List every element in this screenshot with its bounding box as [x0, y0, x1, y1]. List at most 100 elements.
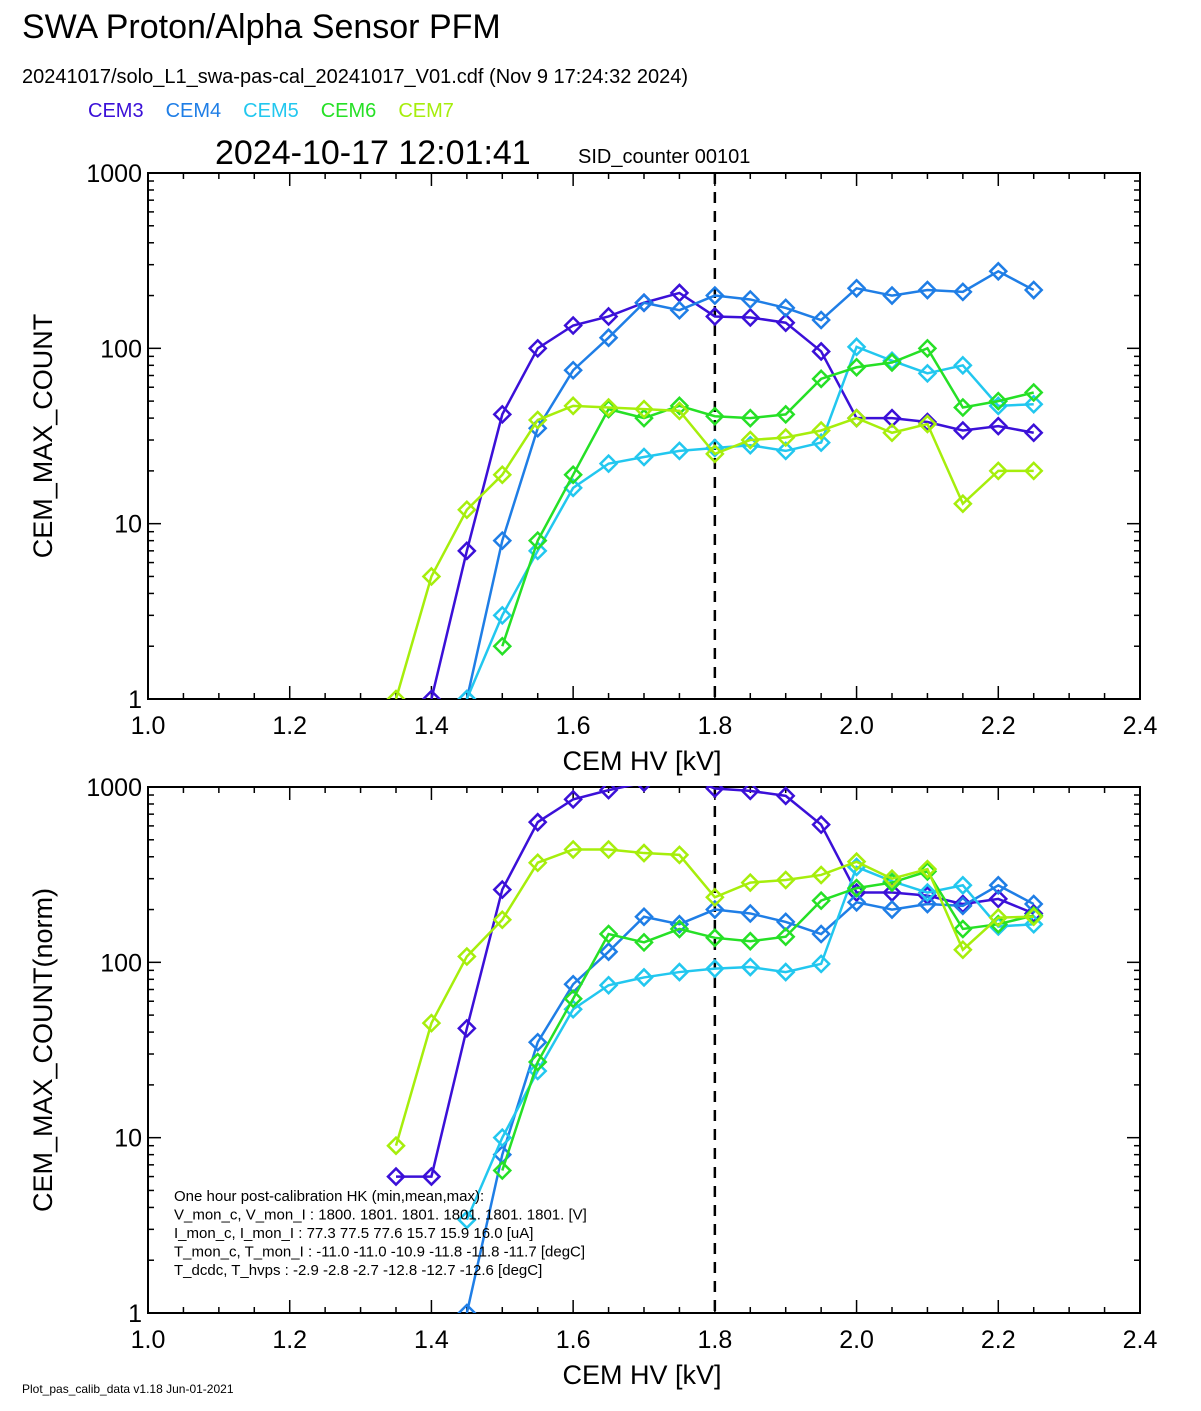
data-point-cem7: [421, 1013, 442, 1033]
data-point-cem7: [1023, 906, 1044, 927]
data-point-cem5: [527, 1061, 548, 1081]
data-point-cem4: [457, 1303, 477, 1313]
data-point-cem6: [492, 1160, 513, 1181]
y-tick-label: 10: [114, 1125, 142, 1153]
data-point-cem6: [634, 408, 654, 428]
data-point-cem5: [669, 441, 690, 461]
hk-line: One hour post-calibration HK (min,mean,m…: [174, 1188, 484, 1205]
data-point-cem5: [634, 447, 654, 467]
hk-line: T_dcdc, T_hvps : -2.9 -2.8 -2.7 -12.8 -1…: [174, 1262, 542, 1279]
legend-item-cem5: CEM5: [243, 100, 299, 122]
data-point-cem7: [917, 414, 938, 434]
legend-item-cem4: CEM4: [165, 100, 222, 122]
data-point-cem5: [527, 541, 548, 561]
data-point-cem5: [1023, 914, 1044, 934]
data-point-cem5: [882, 350, 902, 371]
x-axis-label: CEM HV [kV]: [562, 746, 721, 776]
y-tick-label: 10: [114, 511, 142, 539]
data-point-cem6: [988, 391, 1009, 411]
hk-line: T_mon_c, T_mon_I : -11.0 -11.0 -10.9 -11…: [174, 1244, 585, 1261]
legend-item-cem6: CEM6: [320, 100, 377, 122]
data-point-cem7: [917, 859, 938, 879]
x-tick-label: 1.0: [131, 712, 166, 740]
data-point-cem7: [1023, 461, 1044, 481]
data-point-cem4: [917, 894, 938, 914]
data-point-cem7: [386, 1135, 406, 1156]
data-point-cem7: [988, 461, 1009, 481]
x-tick-label: 1.2: [272, 1326, 307, 1354]
data-point-cem7: [669, 845, 690, 865]
data-point-cem4: [634, 906, 654, 927]
data-point-cem4: [598, 327, 619, 348]
x-tick-label: 1.4: [414, 1326, 449, 1354]
data-point-cem7: [634, 843, 654, 863]
data-point-cem6: [563, 465, 583, 485]
data-point-cem7: [492, 909, 513, 930]
data-point-cem5: [705, 958, 725, 979]
data-point-cem4: [953, 896, 973, 916]
data-point-cem5: [811, 954, 831, 974]
data-point-cem7: [705, 444, 725, 464]
data-point-cem6: [740, 408, 761, 428]
data-point-cem4: [705, 285, 725, 306]
data-point-cem5: [634, 967, 654, 988]
data-point-cem6: [953, 919, 973, 939]
data-point-cem7: [527, 410, 548, 430]
data-point-cem5: [775, 962, 796, 982]
data-point-cem5: [846, 337, 867, 357]
data-point-cem6: [917, 861, 938, 882]
data-point-cem5: [705, 438, 725, 458]
data-point-cem3: [1023, 422, 1044, 443]
data-point-cem4: [598, 941, 619, 962]
y-tick-label: 1: [128, 1300, 142, 1328]
data-point-cem3: [598, 786, 619, 800]
x-tick-label: 1.8: [697, 712, 732, 740]
data-point-cem3: [705, 786, 725, 799]
data-point-cem6: [669, 919, 690, 939]
data-point-cem4: [705, 899, 725, 920]
legend-item-cem7: CEM7: [398, 100, 454, 122]
data-point-cem3: [492, 404, 513, 425]
data-point-cem6: [846, 357, 867, 378]
data-point-cem3: [775, 786, 796, 806]
data-point-cem3: [457, 1018, 477, 1039]
data-point-cem6: [811, 890, 831, 911]
data-point-cem3: [917, 412, 938, 432]
data-point-cem5: [598, 453, 619, 474]
data-point-cem4: [740, 289, 761, 310]
data-point-cem7: [563, 839, 583, 860]
data-point-cem7: [775, 427, 796, 448]
hk-line: V_mon_c, V_mon_I : 1800. 1801. 1801. 180…: [174, 1207, 587, 1224]
x-tick-label: 2.0: [839, 712, 874, 740]
data-point-cem3: [775, 312, 796, 333]
y-tick-label: 1000: [86, 774, 142, 802]
data-point-cem4: [740, 903, 761, 924]
series-line-cem5: [465, 345, 1034, 699]
data-point-cem6: [953, 397, 973, 418]
data-point-cem4: [882, 285, 902, 306]
data-point-cem7: [811, 420, 831, 441]
y-axis-label: CEM_MAX_COUNT: [28, 314, 58, 559]
data-point-cem6: [917, 338, 938, 359]
data-point-cem6: [775, 404, 796, 425]
y-axis-label: CEM_MAX_COUNT(norm): [28, 888, 58, 1212]
series-line-cem7: [394, 848, 1034, 1147]
data-point-cem3: [527, 338, 548, 359]
data-point-cem7: [988, 907, 1009, 928]
data-point-cem7: [527, 852, 548, 873]
legend-item-cem3: CEM3: [88, 100, 144, 122]
data-point-cem5: [740, 957, 761, 977]
x-tick-label: 1.2: [272, 712, 307, 740]
data-point-cem6: [846, 878, 867, 898]
series-line-cem4: [465, 269, 1035, 699]
data-point-cem3: [811, 814, 831, 835]
data-point-cem3: [740, 307, 761, 328]
data-point-cem5: [457, 689, 477, 699]
x-tick-label: 2.0: [839, 1326, 874, 1354]
data-point-cem5: [953, 875, 973, 896]
series-line-cem7: [394, 404, 1034, 699]
timestamp: 2024-10-17 12:01:41: [215, 134, 531, 172]
data-point-cem7: [775, 870, 796, 890]
data-point-cem5: [917, 363, 938, 384]
data-point-cem4: [669, 914, 690, 934]
